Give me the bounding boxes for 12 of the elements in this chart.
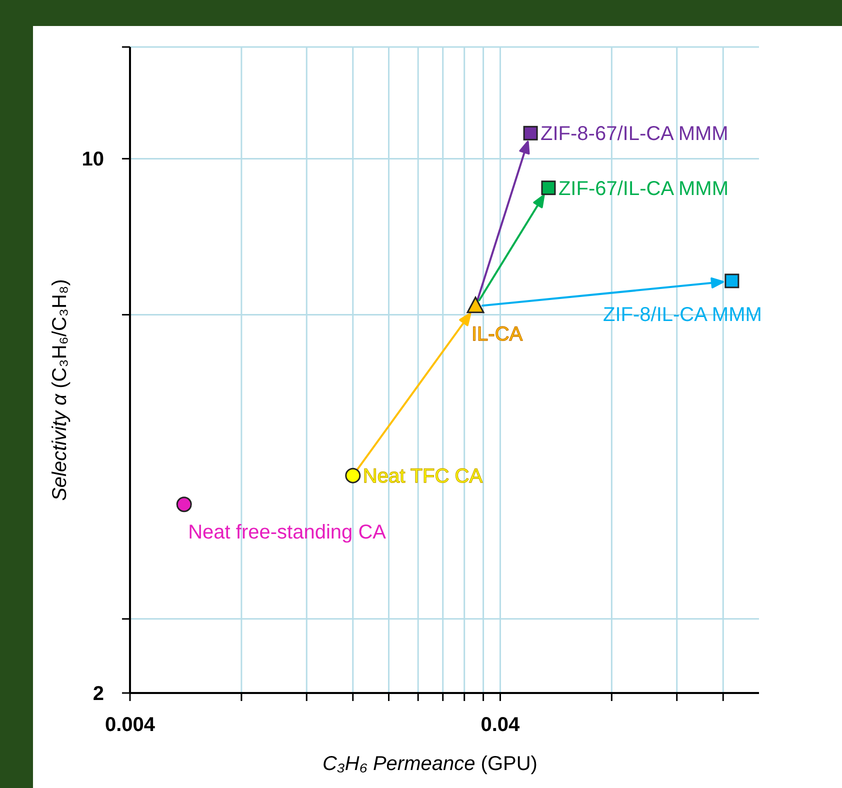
x-tick-label: 0.04 (480, 714, 521, 736)
series-label: ZIF-8-67/IL-CA MMM (540, 123, 728, 146)
series-label: ZIF-67/IL-CA MMM (558, 178, 728, 200)
series-label: Neat TFC CA (362, 466, 484, 488)
series-label: IL-CA (472, 323, 524, 346)
y-tick-label: 2 (92, 683, 104, 705)
x-axis-title: C₃H₆ Permeance (GPU) (322, 753, 538, 775)
series-label: ZIF-8/IL-CA MMM (603, 304, 762, 326)
series-label: Neat free-standing CA (188, 521, 387, 544)
x-tick-label: 0.004 (104, 714, 156, 736)
y-axis-title: Selectivity α (C₃H₆/C₃H₈) (49, 279, 71, 501)
y-tick-label: 10 (82, 148, 104, 171)
